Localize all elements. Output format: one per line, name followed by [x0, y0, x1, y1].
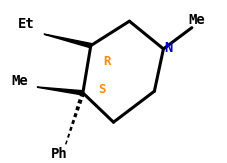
Text: Ph: Ph	[51, 147, 67, 161]
Text: Et: Et	[18, 17, 35, 31]
Text: S: S	[98, 83, 106, 96]
Text: Me: Me	[11, 74, 28, 89]
Text: Me: Me	[188, 13, 205, 27]
Polygon shape	[37, 87, 83, 95]
Text: R: R	[103, 55, 111, 68]
Text: N: N	[164, 41, 173, 55]
Polygon shape	[44, 34, 92, 48]
